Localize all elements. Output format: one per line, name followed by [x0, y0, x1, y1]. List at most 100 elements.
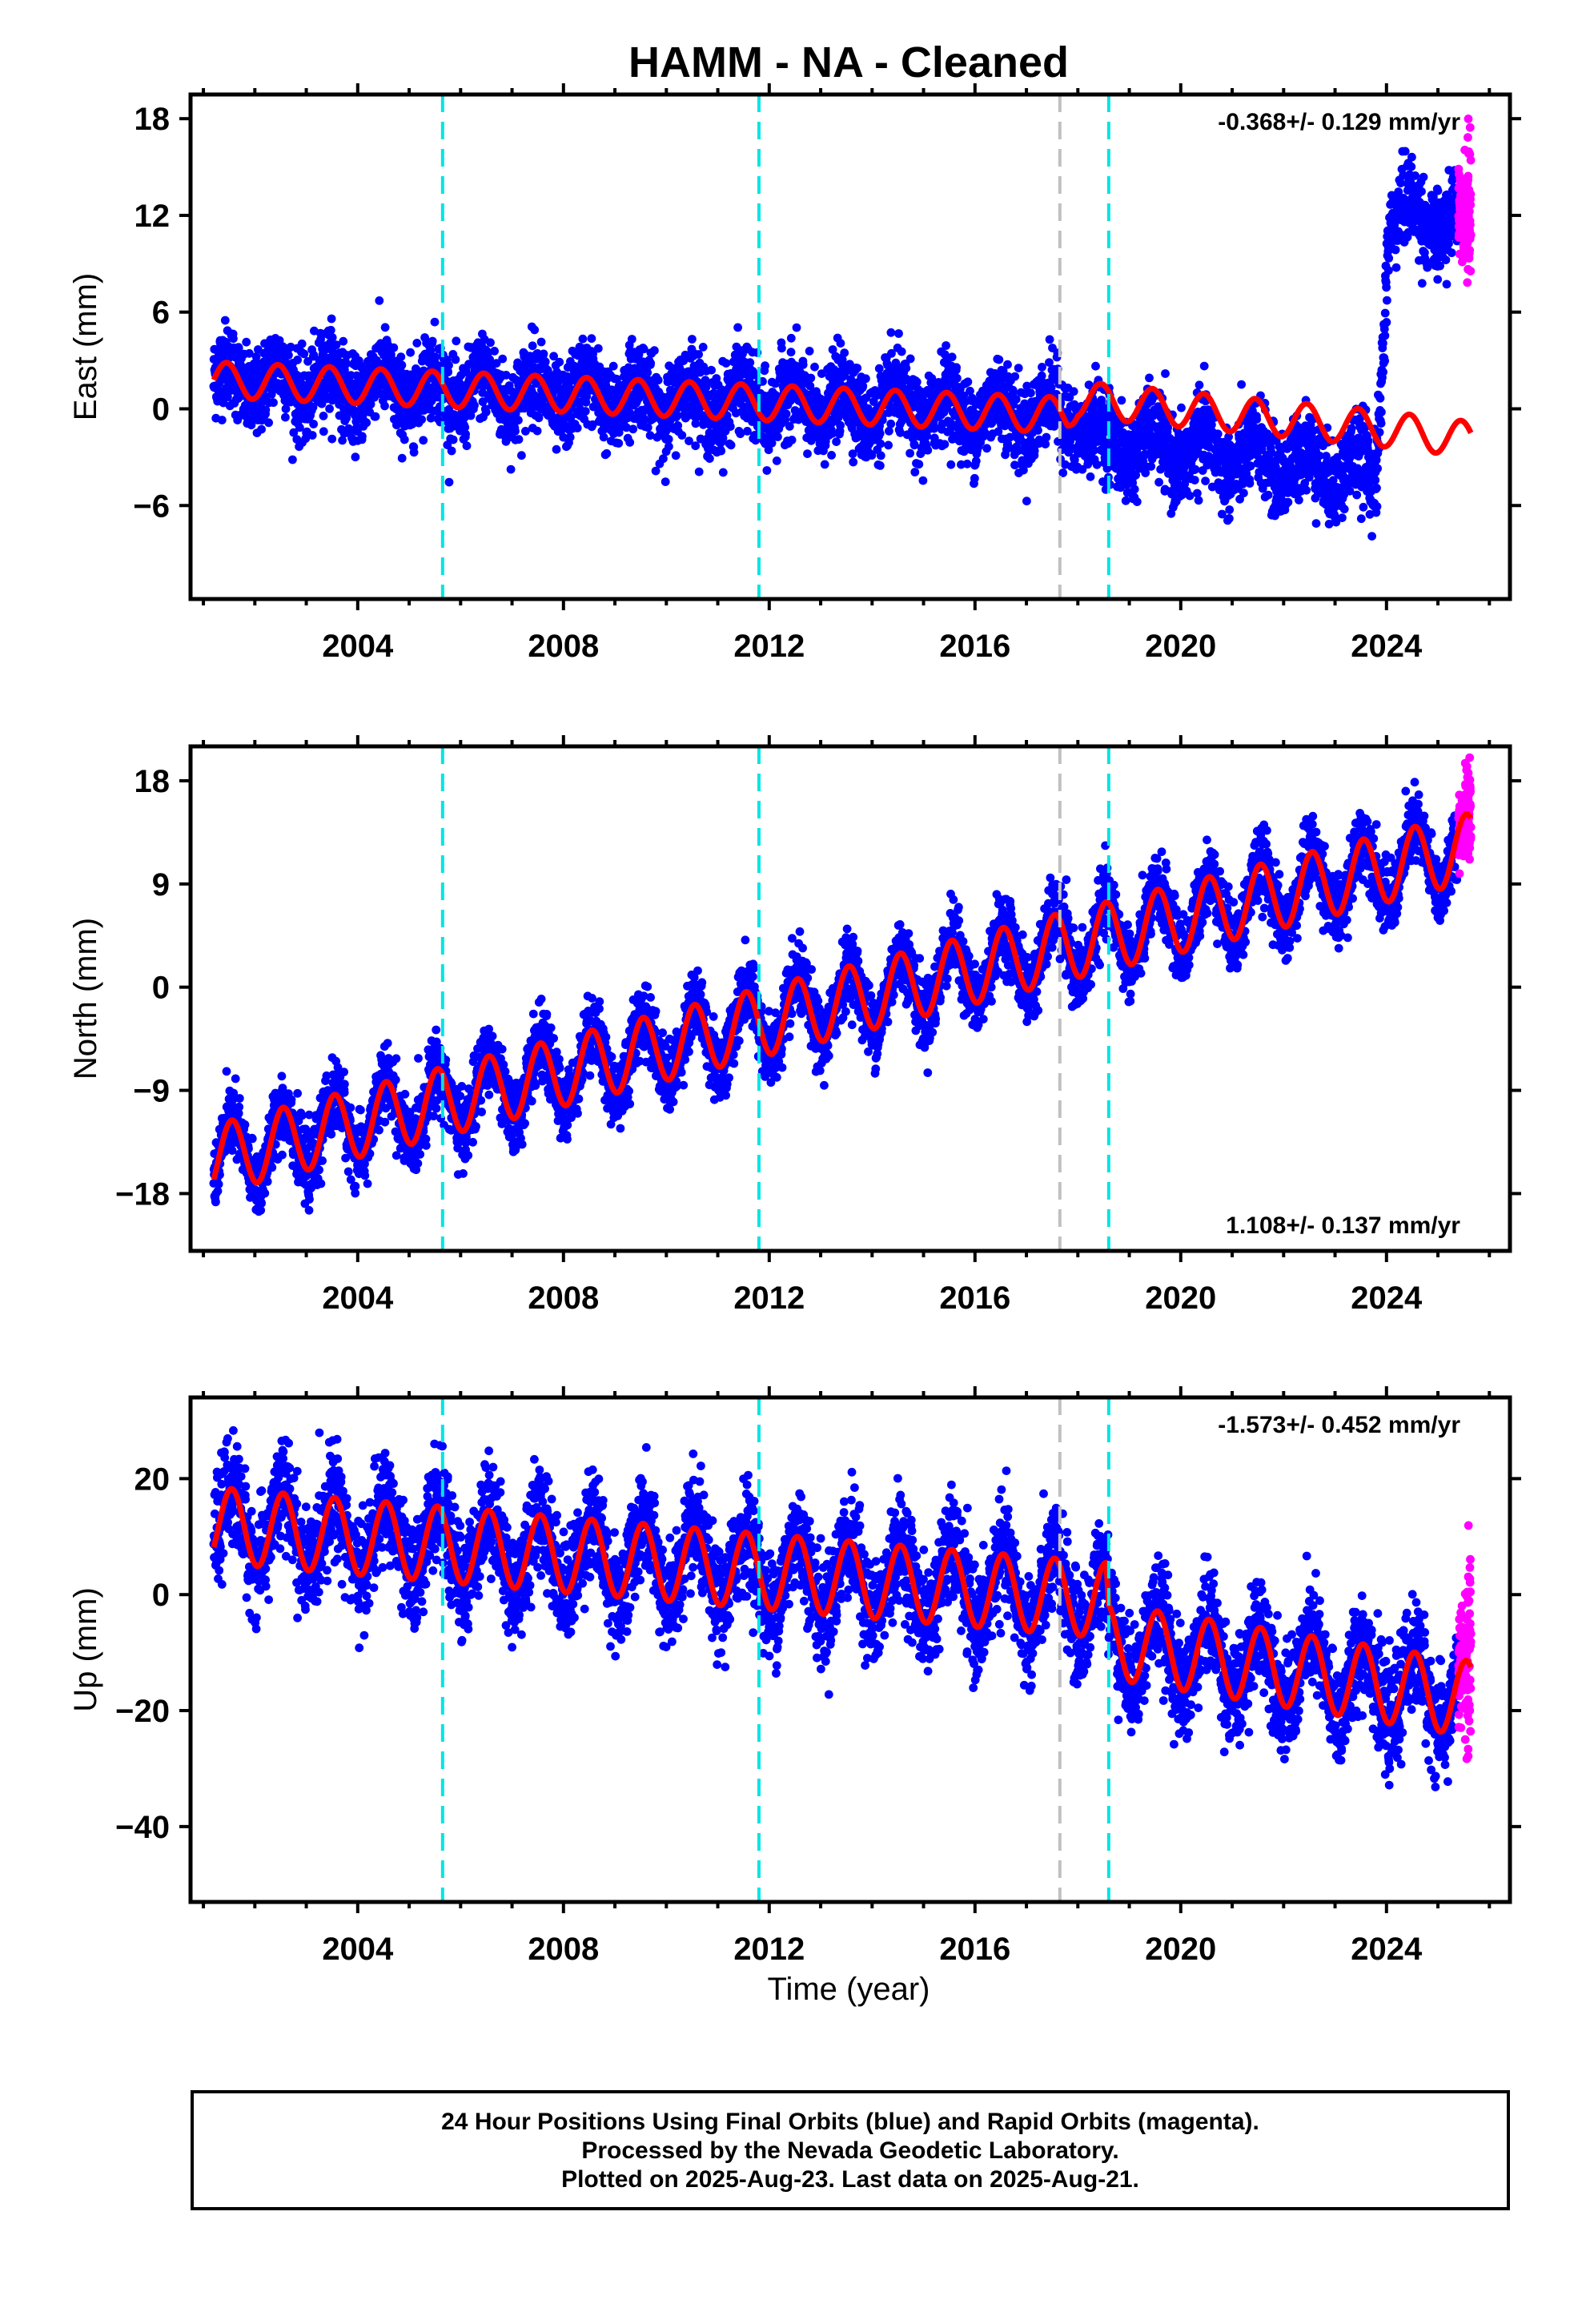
position-point: [627, 335, 636, 344]
position-point: [335, 411, 344, 420]
position-point: [721, 359, 731, 368]
position-point: [514, 435, 524, 444]
position-point: [840, 348, 849, 357]
position-point: [486, 338, 495, 348]
position-point: [565, 432, 575, 442]
position-point: [281, 412, 290, 422]
position-point: [470, 400, 479, 410]
plot-area-east: [209, 94, 1476, 599]
position-point: [572, 424, 582, 432]
position-point: [923, 445, 933, 455]
position-point: [444, 360, 453, 370]
position-point: [836, 339, 845, 348]
position-point: [885, 426, 893, 436]
position-point: [555, 357, 564, 367]
position-point: [827, 451, 836, 460]
position-point: [540, 357, 550, 367]
position-point: [1042, 432, 1051, 442]
position-point: [1069, 387, 1078, 396]
position-point: [229, 334, 238, 344]
position-point: [397, 453, 407, 463]
position-point: [806, 373, 816, 383]
position-point: [396, 352, 406, 361]
position-point: [431, 352, 440, 362]
position-point: [223, 392, 232, 402]
position-point: [430, 317, 440, 327]
position-point: [461, 429, 470, 439]
position-point: [342, 413, 351, 423]
position-point: [922, 432, 932, 440]
position-point: [643, 368, 652, 377]
position-point: [947, 352, 957, 362]
position-point: [762, 466, 772, 475]
position-point: [875, 428, 885, 438]
position-point: [539, 349, 548, 359]
position-point: [514, 416, 523, 425]
position-point: [849, 457, 858, 467]
position-point: [691, 441, 701, 451]
position-point: [1225, 505, 1235, 514]
position-point: [786, 348, 796, 357]
position-point: [327, 333, 337, 342]
position-point: [289, 428, 299, 437]
position-point: [1252, 415, 1262, 424]
position-point: [886, 419, 896, 428]
position-point: [1146, 462, 1156, 471]
position-point: [1045, 335, 1054, 344]
position-point: [366, 400, 375, 409]
position-point: [498, 354, 508, 364]
position-point: [234, 344, 243, 352]
position-point: [325, 404, 334, 413]
position-point: [389, 343, 399, 352]
position-point: [673, 411, 682, 420]
position-point: [478, 397, 488, 407]
position-point: [792, 323, 801, 332]
position-point: [309, 420, 318, 428]
position-point: [1245, 479, 1255, 488]
position-point: [419, 436, 428, 445]
position-point: [371, 412, 380, 421]
position-point: [671, 451, 681, 460]
position-point: [380, 401, 389, 411]
position-point: [501, 371, 511, 380]
position-point: [694, 350, 703, 359]
position-point: [1239, 489, 1248, 498]
position-point: [1030, 446, 1039, 456]
position-point: [587, 334, 596, 344]
position-point: [942, 341, 950, 350]
position-point: [341, 360, 351, 368]
position-point: [466, 411, 476, 420]
position-point: [451, 355, 460, 364]
position-point: [327, 434, 337, 444]
position-point: [853, 364, 862, 372]
position-point: [918, 476, 928, 485]
position-point: [578, 334, 588, 344]
position-point: [406, 348, 415, 357]
position-point: [362, 418, 371, 428]
position-point: [511, 427, 520, 436]
position-point: [281, 404, 291, 413]
position-point: [650, 346, 659, 356]
position-point: [444, 477, 454, 487]
position-point: [914, 460, 924, 469]
position-point: [772, 456, 781, 465]
position-point: [994, 355, 1004, 364]
position-point: [269, 398, 278, 408]
position-point: [308, 403, 318, 412]
position-point: [517, 451, 526, 460]
position-point: [448, 435, 458, 444]
position-point: [707, 365, 716, 375]
position-point: [946, 460, 956, 469]
position-point: [1199, 361, 1209, 371]
position-point: [460, 423, 470, 432]
position-point: [1213, 429, 1223, 439]
position-point: [625, 438, 635, 447]
position-point: [1003, 360, 1012, 369]
position-point: [876, 461, 885, 470]
position-point: [299, 349, 309, 359]
position-point: [1185, 491, 1195, 501]
position-point: [351, 452, 360, 462]
position-point: [339, 336, 348, 346]
position-point: [293, 356, 302, 364]
position-point: [1163, 423, 1172, 432]
